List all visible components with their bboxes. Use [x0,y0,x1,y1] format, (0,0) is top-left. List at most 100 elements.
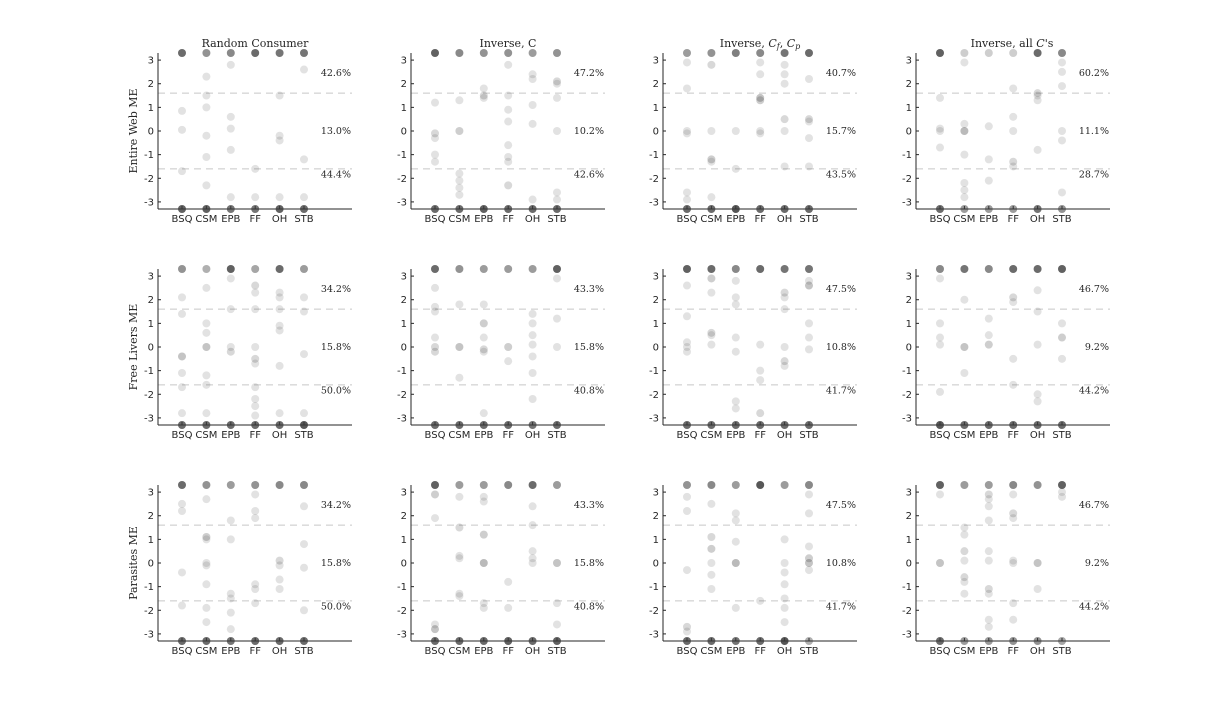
percentage-label: 15.8% [321,342,351,353]
data-point [1009,380,1018,389]
y-tick-label: 0 [653,127,659,138]
data-point [984,556,993,565]
data-point [528,70,537,79]
scatter-panel: -3 -2 -1 0 1 2 3 BSQ CSM EPB FF OH STB 47.5% 10.8% 41.7… [649,481,857,657]
x-tick-label: FF [1007,214,1019,225]
data-point [707,533,716,541]
y-tick-label: 2 [148,511,154,522]
x-tick-label: OH [777,646,792,657]
y-tick-label: -3 [397,197,407,208]
data-point [275,293,284,302]
data-point [683,622,691,631]
data-point [251,599,260,608]
x-tick-label: BSQ [930,646,951,657]
data-point [251,354,260,363]
percentage-label: 42.6% [574,170,604,181]
row-labels: Entire Web ME Free Livers ME Parasites ME [127,88,140,599]
x-tick-label: FF [249,646,261,657]
data-point [431,481,439,489]
percentage-label: 15.8% [321,558,351,569]
data-point [731,516,740,525]
data-point [431,134,439,143]
data-point [984,585,993,593]
y-tick-label: 3 [401,488,407,499]
data-point [528,521,537,530]
data-point [226,49,235,57]
data-point [984,176,993,185]
data-point [1033,91,1042,100]
x-tick-label: STB [1052,430,1071,441]
data-point [683,343,691,351]
data-point [528,559,537,567]
data-point [202,103,211,112]
scatter-panel: -3 -2 -1 0 1 2 3 BSQ CSM EPB FF OH STB 43.3% 15.8% 40.8… [397,481,605,657]
data-point [805,490,813,499]
data-point [202,535,211,544]
data-point [178,352,186,361]
y-tick-label: 1 [148,319,154,330]
data-point [707,544,716,553]
data-point [731,397,740,406]
y-tick-label: -3 [397,413,407,424]
data-point [504,343,513,351]
data-point [226,60,235,69]
data-point [202,580,211,589]
x-tick-label: BSQ [677,214,698,225]
data-point [251,481,260,489]
data-point [960,421,969,429]
percentage-label: 13.0% [321,126,351,137]
data-point [226,637,235,645]
data-point [202,380,211,389]
data-point [707,265,716,273]
data-point [300,49,308,57]
x-tick-label: OH [272,430,287,441]
data-point [275,288,284,297]
data-point [780,293,789,302]
data-point [275,49,284,57]
data-point [1058,492,1066,501]
data-point [960,179,969,187]
x-tick-label: STB [547,430,566,441]
data-point [960,481,969,489]
data-point [1033,421,1042,429]
data-point [275,265,284,273]
data-point [683,129,691,138]
data-point [553,188,561,197]
percentage-label: 50.0% [321,386,351,397]
column-titles: Random Consumer Inverse, C Inverse, Cf, … [202,37,1054,51]
data-point [479,481,488,489]
data-point [1033,397,1042,406]
data-point [805,115,813,124]
data-point [707,205,716,213]
y-tick-label: 3 [401,56,407,67]
data-point [226,265,235,273]
y-tick-label: -1 [397,150,407,161]
data-point [528,119,537,128]
data-point [805,333,813,342]
data-point [1009,49,1018,57]
data-point [1033,307,1042,316]
data-point [178,568,186,577]
data-point [731,265,740,273]
data-point [455,300,464,309]
data-point [780,559,789,567]
data-point [683,84,691,93]
data-point [528,352,537,361]
data-point [455,265,464,273]
data-point [479,347,488,356]
data-point [780,115,789,124]
data-point [275,575,284,584]
data-point [455,523,464,532]
data-point [984,516,993,525]
data-point [731,347,740,356]
x-tick-label: EPB [726,646,745,657]
data-point [756,96,765,105]
data-point [683,566,691,575]
data-point [1058,488,1066,497]
data-point [960,589,969,598]
x-tick-label: CSM [195,430,217,441]
data-point [553,79,561,88]
data-point [251,164,260,173]
data-point [936,387,944,396]
data-point [1058,333,1066,342]
